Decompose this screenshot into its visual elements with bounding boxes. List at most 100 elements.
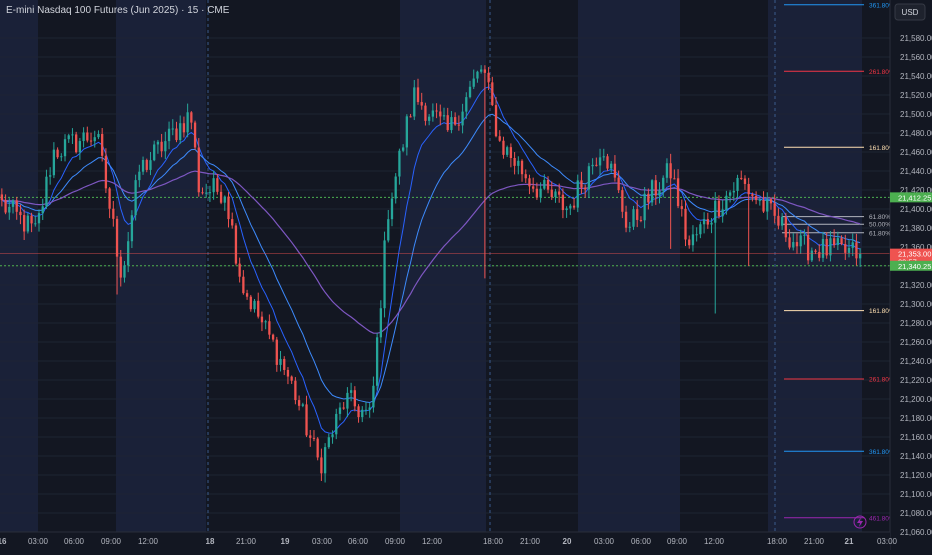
candle-body[interactable] [743,178,747,184]
candle-body[interactable] [182,123,186,133]
candle-body[interactable] [628,226,631,228]
candle-body[interactable] [780,216,784,226]
candle-body[interactable] [186,112,189,133]
candle-body[interactable] [606,156,609,169]
candle-body[interactable] [806,234,810,261]
candle-body[interactable] [836,238,840,245]
candle-body[interactable] [751,194,754,196]
candle-body[interactable] [93,137,96,142]
candle-body[interactable] [409,116,412,118]
candle-body[interactable] [799,235,802,247]
candle-body[interactable] [572,205,576,208]
candle-body[interactable] [717,200,721,217]
candle-body[interactable] [30,215,33,224]
candle-body[interactable] [476,71,479,79]
candle-body[interactable] [465,97,468,112]
candle-body[interactable] [227,196,230,220]
candle-body[interactable] [405,116,409,148]
candle-body[interactable] [338,407,342,414]
candle-body[interactable] [431,110,435,117]
candle-body[interactable] [346,392,349,409]
candle-body[interactable] [309,435,312,438]
candle-body[interactable] [312,437,316,439]
candle-body[interactable] [242,276,245,294]
candle-body[interactable] [792,242,795,248]
candle-body[interactable] [401,147,405,151]
candle-body[interactable] [520,160,524,175]
candle-body[interactable] [472,78,475,87]
candle-body[interactable] [160,141,163,152]
price-tag[interactable] [890,260,932,271]
candle-body[interactable] [238,263,241,277]
candle-body[interactable] [699,224,702,235]
candle-body[interactable] [773,203,776,216]
candle-body[interactable] [450,117,453,131]
candle-body[interactable] [49,175,52,177]
candle-body[interactable] [149,160,152,170]
candle-body[interactable] [71,134,74,136]
candle-body[interactable] [264,321,267,323]
candle-body[interactable] [688,239,691,246]
candle-body[interactable] [665,163,669,178]
candle-body[interactable] [632,209,635,227]
candle-body[interactable] [372,385,375,408]
candle-body[interactable] [56,149,59,158]
candle-body[interactable] [323,447,327,474]
candle-body[interactable] [108,188,111,209]
candle-body[interactable] [387,219,390,241]
candle-body[interactable] [82,132,85,142]
candle-body[interactable] [587,166,591,190]
candle-body[interactable] [598,157,602,166]
candle-body[interactable] [851,242,854,248]
candle-body[interactable] [814,250,817,252]
candle-body[interactable] [453,117,457,125]
candle-body[interactable] [762,200,765,212]
candle-body[interactable] [539,188,542,198]
candle-body[interactable] [268,321,271,335]
candle-body[interactable] [19,211,22,216]
candle-body[interactable] [286,369,290,377]
candle-body[interactable] [78,141,82,153]
candle-body[interactable] [795,242,799,247]
candle-body[interactable] [844,244,847,253]
currency-button[interactable] [894,3,926,21]
candle-body[interactable] [349,390,353,393]
candle-body[interactable] [502,140,505,155]
candle-body[interactable] [840,238,843,245]
candle-body[interactable] [390,198,394,220]
candle-body[interactable] [832,238,836,245]
price-tag[interactable] [890,192,932,203]
candle-body[interactable] [639,219,643,221]
candle-body[interactable] [171,128,174,130]
candle-body[interactable] [104,155,108,189]
candle-body[interactable] [480,69,483,72]
lightning-icon[interactable] [853,515,867,529]
candle-body[interactable] [654,180,657,196]
candle-body[interactable] [260,316,264,323]
candle-body[interactable] [435,110,438,112]
candle-body[interactable] [97,133,100,138]
candle-body[interactable] [721,209,724,217]
candle-body[interactable] [316,438,319,458]
candle-body[interactable] [561,194,565,211]
candle-body[interactable] [413,87,416,117]
candle-body[interactable] [156,141,160,145]
candle-body[interactable] [231,219,234,226]
candle-body[interactable] [565,208,568,211]
candle-body[interactable] [855,242,858,259]
candle-body[interactable] [636,209,639,220]
candle-body[interactable] [647,193,650,203]
candle-body[interactable] [498,136,501,141]
candle-body[interactable] [680,206,683,209]
candle-body[interactable] [331,434,334,438]
candle-body[interactable] [483,69,487,73]
candle-body[interactable] [788,237,791,248]
candle-body[interactable] [524,174,527,179]
candle-body[interactable] [442,115,446,117]
candle-body[interactable] [584,187,587,190]
candle-body[interactable] [513,158,516,166]
candle-body[interactable] [416,87,420,103]
candle-body[interactable] [617,177,620,191]
candle-body[interactable] [67,135,70,140]
